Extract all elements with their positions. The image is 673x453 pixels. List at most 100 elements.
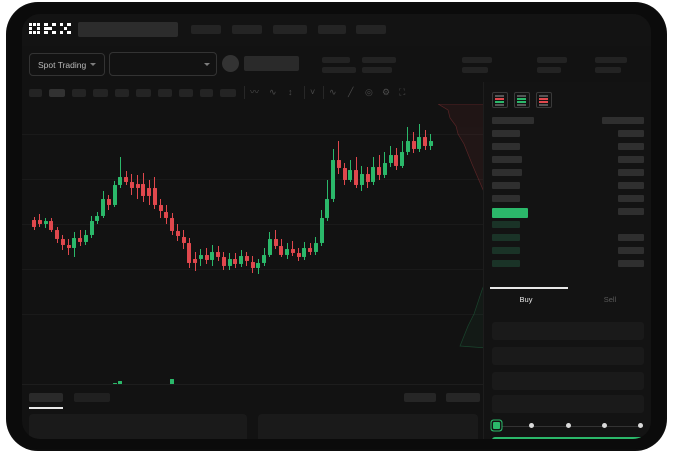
candle-body	[342, 168, 347, 180]
trading-pair-select[interactable]	[109, 52, 217, 76]
volume-bar-24	[170, 379, 174, 384]
bottom-tab-0[interactable]	[29, 393, 63, 402]
toolbar-divider-0	[244, 86, 245, 99]
orderbook-row-right	[618, 169, 644, 176]
candle-body	[49, 221, 54, 230]
settings-icon[interactable]: ⚙	[382, 87, 391, 97]
toolbar-divider-2	[323, 86, 324, 99]
market-stat-4	[462, 57, 492, 63]
timeframe-chip-6[interactable]	[158, 89, 172, 97]
magnet-icon[interactable]: ╱	[348, 87, 354, 97]
candle-body	[325, 199, 330, 219]
candle-body	[66, 244, 71, 248]
orderbook-both-icon[interactable]	[492, 92, 508, 108]
chevron-down-icon	[90, 63, 97, 66]
slider-step-0[interactable]	[493, 422, 500, 429]
candle-body	[354, 169, 358, 186]
candle-body	[428, 140, 433, 147]
bottom-panel-0	[29, 414, 247, 439]
wave-icon[interactable]: ∿	[329, 87, 337, 97]
indicator-icon[interactable]: 〰	[250, 87, 260, 97]
candle-body	[250, 261, 255, 269]
order-field-2[interactable]	[492, 372, 644, 390]
orderbook-bids-icon[interactable]	[514, 92, 530, 108]
candle-body	[371, 167, 376, 183]
candle-body	[279, 246, 284, 255]
candle-body	[233, 258, 238, 265]
candle-body	[129, 182, 134, 188]
candle-body	[124, 176, 128, 183]
timeframe-chip-4[interactable]	[115, 89, 129, 97]
candle-body	[152, 187, 157, 205]
market-stat-6	[537, 57, 567, 63]
candle-body	[106, 199, 111, 205]
nav-item-0[interactable]	[191, 25, 221, 34]
orderbook-row-left	[492, 182, 520, 189]
candle-body	[239, 255, 243, 265]
candle-body	[331, 160, 335, 199]
candle-body	[175, 230, 180, 237]
trading-mode-button[interactable]: Spot Trading	[29, 53, 106, 76]
candle-body	[290, 249, 295, 254]
candle-type-icon[interactable]: ↕	[288, 87, 293, 97]
orderbook-row-right	[618, 234, 644, 241]
bottom-tab-1[interactable]	[74, 393, 110, 402]
candle-body	[37, 219, 42, 224]
orderbook-row-right	[618, 156, 644, 163]
timeframe-chip-8[interactable]	[200, 89, 213, 97]
orderbook-asks-icon[interactable]	[536, 92, 552, 108]
timeframe-chip-0[interactable]	[29, 89, 42, 97]
bottom-control-0[interactable]	[404, 393, 436, 402]
timeframe-chip-9[interactable]	[220, 89, 236, 97]
order-field-0[interactable]	[492, 322, 644, 340]
orderbook-row-left	[492, 130, 520, 137]
tab-buy[interactable]: Buy	[519, 295, 533, 304]
okx-logo[interactable]	[29, 23, 71, 37]
order-field-1[interactable]	[492, 347, 644, 365]
market-stat-1	[322, 67, 356, 73]
market-stat-0	[322, 57, 350, 63]
amount-percent-slider[interactable]	[492, 421, 644, 431]
orderbook-row-right	[618, 208, 644, 215]
search-input[interactable]	[78, 22, 178, 37]
timeframe-chip-3[interactable]	[93, 89, 108, 97]
timeframe-chip-2[interactable]	[72, 89, 86, 97]
orderbook-row-left	[492, 260, 520, 267]
orderbook-row-left	[492, 143, 520, 150]
candle-body	[187, 243, 192, 263]
candle-body	[417, 136, 422, 149]
nav-item-1[interactable]	[232, 25, 262, 34]
compare-icon[interactable]: ∿	[269, 87, 277, 97]
sub-header-bar: Spot Trading	[22, 46, 651, 82]
bottom-control-1[interactable]	[446, 393, 480, 402]
timeframe-chip-7[interactable]	[179, 89, 193, 97]
orderbook-row-left	[492, 234, 520, 241]
nav-item-4[interactable]	[356, 25, 386, 34]
order-book-panel: Buy Sell	[483, 82, 651, 439]
slider-step-2[interactable]	[565, 423, 571, 428]
market-stat-7	[537, 67, 561, 73]
order-field-3[interactable]	[492, 395, 644, 413]
slider-step-4[interactable]	[638, 423, 643, 428]
camera-icon[interactable]: ◎	[365, 87, 373, 97]
candle-body	[221, 257, 226, 266]
price-chart[interactable]	[22, 104, 483, 384]
timeframe-chip-1[interactable]	[49, 89, 65, 97]
candle-body	[336, 160, 341, 169]
submit-order-button[interactable]	[492, 437, 644, 439]
candle-body	[55, 229, 59, 240]
timeframe-chip-5[interactable]	[136, 89, 151, 97]
fullscreen-icon[interactable]: ⛶	[399, 87, 406, 97]
chevron-down-icon[interactable]: ˅	[310, 87, 316, 97]
toolbar-divider-1	[304, 86, 305, 99]
gridline-1	[22, 179, 483, 180]
nav-item-2[interactable]	[273, 25, 307, 34]
candle-body	[227, 258, 232, 266]
slider-step-1[interactable]	[529, 423, 535, 428]
orderbook-col-header-right	[602, 117, 644, 124]
slider-step-3[interactable]	[601, 423, 607, 428]
nav-item-3[interactable]	[318, 25, 346, 34]
candle-body	[164, 211, 169, 219]
tab-sell[interactable]: Sell	[603, 295, 617, 304]
